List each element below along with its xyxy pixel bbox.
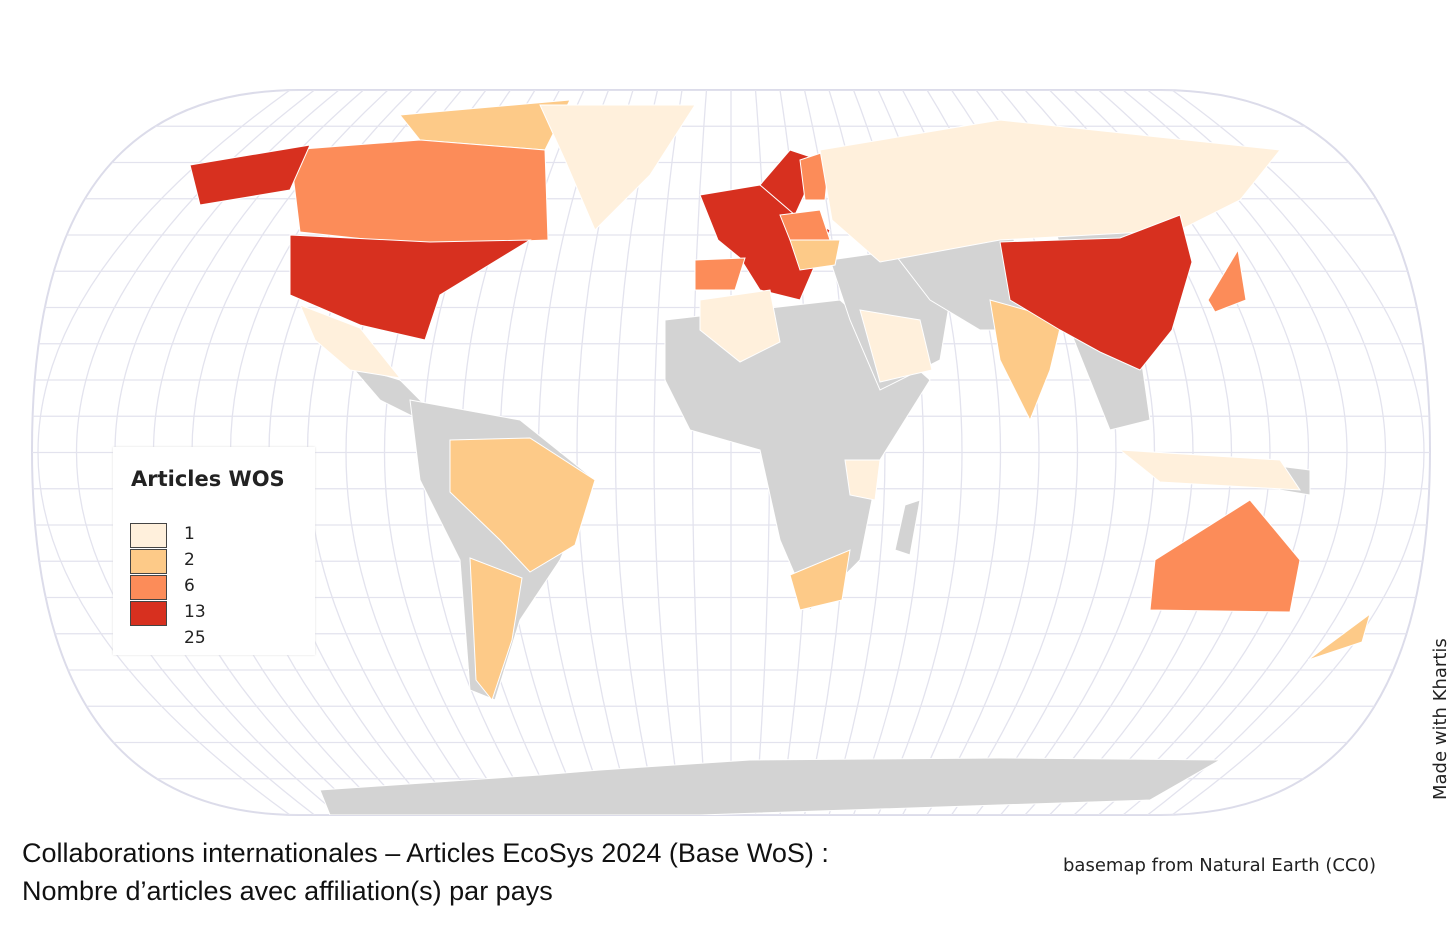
canada <box>289 139 549 246</box>
australia <box>1149 499 1301 613</box>
spain <box>694 257 746 291</box>
khartis-credit: Made with Khartis <box>1430 638 1451 800</box>
basemap-credit: basemap from Natural Earth (CC0) <box>1063 855 1376 876</box>
china <box>999 214 1193 371</box>
usa <box>289 234 532 341</box>
legend-swatch <box>130 549 167 574</box>
antarctica <box>319 757 1222 815</box>
legend-label: 1 <box>184 524 195 544</box>
balkans <box>789 239 841 271</box>
graticule-line <box>614 90 659 815</box>
legend-swatch <box>130 523 167 548</box>
legend-label: 25 <box>184 628 206 648</box>
legend-label: 13 <box>184 602 206 622</box>
legend: Articles WOS 1 2 6 13 25 <box>113 447 315 655</box>
graticule-line <box>1171 90 1425 815</box>
legend-label: 2 <box>184 550 195 570</box>
greenland <box>539 104 696 231</box>
graticule-line <box>1147 90 1386 815</box>
graticule-line <box>76 90 315 815</box>
graticule-line <box>653 90 683 815</box>
graticule-line <box>37 90 291 815</box>
new-zealand <box>1307 612 1371 661</box>
brazil <box>449 437 596 573</box>
legend-title: Articles WOS <box>131 467 285 491</box>
mexico <box>299 304 402 379</box>
tanzania <box>844 459 881 501</box>
madagascar <box>894 499 921 556</box>
legend-label: 6 <box>184 576 195 596</box>
saudi <box>859 309 933 383</box>
alaska <box>189 144 311 206</box>
caption-line: Nombre d’articles avec affiliation(s) pa… <box>22 876 553 906</box>
indonesia <box>1118 449 1301 491</box>
legend-swatch <box>130 601 167 626</box>
algeria <box>699 289 781 363</box>
graticule-line <box>691 90 708 815</box>
countries <box>189 99 1371 815</box>
japan <box>1207 248 1247 313</box>
south-africa <box>789 549 851 611</box>
argentina <box>469 557 523 702</box>
legend-swatch <box>130 575 167 600</box>
caption-line: Collaborations internationales – Article… <box>22 838 829 868</box>
